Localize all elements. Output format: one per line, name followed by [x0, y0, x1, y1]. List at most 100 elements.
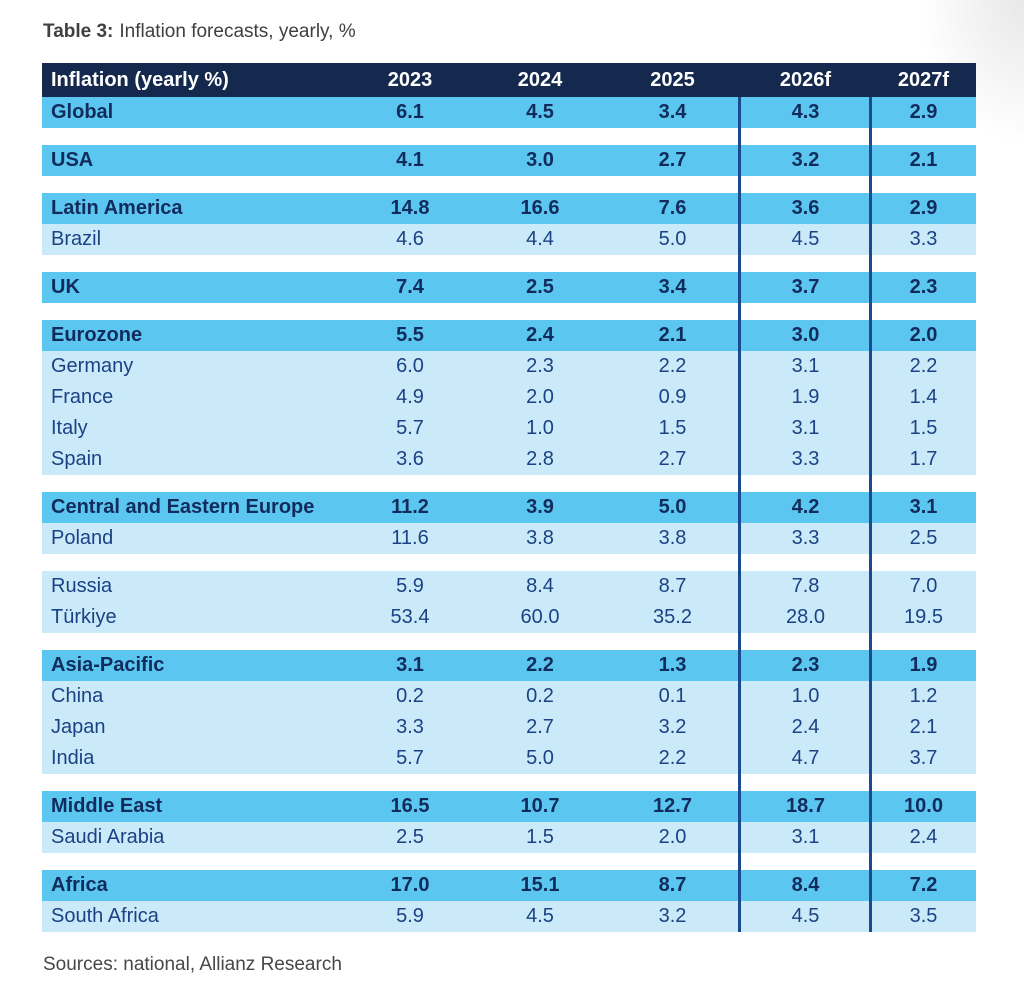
value-cell: 0.1 — [658, 685, 687, 707]
value-cell: 7.6 — [658, 197, 687, 219]
value-cell: 1.9 — [909, 654, 938, 676]
row-group-usa: USA 4.1 3.0 2.7 3.2 2.1 — [42, 145, 976, 176]
header-cell-2027f: 2027f — [897, 68, 950, 91]
header-cell-2024: 2024 — [517, 68, 563, 91]
value-cell: 0.2 — [526, 685, 554, 707]
table-row: Eurozone 5.5 2.4 2.1 3.0 2.0 — [42, 320, 976, 351]
value-cell: 17.0 — [390, 874, 430, 896]
value-cell: 28.0 — [786, 606, 825, 628]
value-cell: 2.9 — [909, 197, 938, 219]
value-cell: 1.5 — [526, 826, 554, 848]
row-label: Italy — [51, 417, 88, 439]
value-cell: 5.7 — [396, 417, 424, 439]
row-label: Africa — [51, 874, 108, 896]
forecast-divider-line — [738, 97, 741, 932]
value-cell: 1.0 — [791, 685, 820, 707]
value-cell: 4.3 — [791, 101, 820, 123]
value-cell: 4.5 — [791, 228, 820, 250]
value-cell: 5.7 — [396, 747, 424, 769]
value-cell: 10.7 — [520, 795, 560, 817]
value-cell: 1.9 — [791, 386, 820, 408]
row-label: Brazil — [51, 228, 102, 250]
value-cell: 3.9 — [526, 496, 554, 518]
value-cell: 1.0 — [526, 417, 554, 439]
value-cell: 2.7 — [658, 149, 687, 171]
row-group-uk: UK 7.4 2.5 3.4 3.7 2.3 — [42, 272, 976, 303]
row-group-eurozone: Eurozone 5.5 2.4 2.1 3.0 2.0 Germany 6.0… — [42, 320, 976, 475]
row-group-asia-pacific: Asia-Pacific 3.1 2.2 1.3 2.3 1.9 China 0… — [42, 650, 976, 774]
value-cell: 8.7 — [658, 874, 687, 896]
value-cell: 3.1 — [791, 355, 820, 377]
row-label: Saudi Arabia — [51, 826, 165, 848]
value-cell: 4.7 — [791, 747, 820, 769]
value-cell: 2.4 — [526, 324, 554, 346]
value-cell: 5.5 — [396, 324, 424, 346]
value-cell: 4.9 — [396, 386, 424, 408]
value-cell: 5.0 — [658, 228, 687, 250]
value-cell: 3.8 — [526, 527, 554, 549]
table-row: Japan 3.3 2.7 3.2 2.4 2.1 — [42, 712, 976, 743]
row-label: France — [51, 386, 114, 408]
value-cell: 4.5 — [791, 905, 820, 927]
value-cell: 3.6 — [791, 197, 820, 219]
table-row: Poland 11.6 3.8 3.8 3.3 2.5 — [42, 523, 976, 554]
value-cell: 7.2 — [909, 874, 938, 896]
header-cell-2025: 2025 — [650, 68, 695, 91]
value-cell: 1.3 — [658, 654, 687, 676]
table-row: USA 4.1 3.0 2.7 3.2 2.1 — [42, 145, 976, 176]
value-cell: 5.9 — [396, 575, 424, 597]
value-cell: 2.2 — [909, 355, 938, 377]
value-cell: 4.5 — [526, 905, 554, 927]
value-cell: 3.3 — [396, 716, 424, 738]
value-cell: 7.0 — [909, 575, 938, 597]
value-cell: 0.9 — [658, 386, 687, 408]
value-cell: 2.5 — [396, 826, 424, 848]
table-number-label: Table 3: — [43, 21, 114, 42]
value-cell: 2.8 — [526, 448, 554, 470]
value-cell: 7.8 — [791, 575, 820, 597]
value-cell: 3.3 — [909, 228, 938, 250]
value-cell: 3.7 — [909, 747, 938, 769]
value-cell: 3.2 — [658, 905, 687, 927]
value-cell: 1.4 — [909, 386, 938, 408]
value-cell: 2.1 — [658, 324, 687, 346]
value-cell: 2.3 — [909, 276, 938, 298]
value-cell: 5.9 — [396, 905, 424, 927]
value-cell: 8.4 — [791, 874, 820, 896]
inflation-table: Inflation (yearly %) 2023 2024 2025 2026… — [42, 63, 976, 932]
row-label: Spain — [51, 448, 103, 470]
value-cell: 53.4 — [390, 606, 430, 628]
value-cell: 11.2 — [391, 496, 429, 518]
value-cell: 2.4 — [909, 826, 938, 848]
row-label: Global — [51, 101, 114, 123]
value-cell: 3.1 — [909, 496, 938, 518]
sources-note: Sources: national, Allianz Research — [43, 954, 342, 975]
value-cell: 6.0 — [396, 355, 424, 377]
row-label: Germany — [51, 355, 134, 377]
value-cell: 5.0 — [526, 747, 554, 769]
row-label: Asia-Pacific — [51, 654, 165, 676]
value-cell: 35.2 — [653, 606, 692, 628]
row-group-cee: Central and Eastern Europe 11.2 3.9 5.0 … — [42, 492, 976, 554]
value-cell: 12.7 — [653, 795, 692, 817]
table-row: France 4.9 2.0 0.9 1.9 1.4 — [42, 382, 976, 413]
value-cell: 2.0 — [526, 386, 554, 408]
table-row: China 0.2 0.2 0.1 1.0 1.2 — [42, 681, 976, 712]
value-cell: 4.5 — [526, 101, 554, 123]
value-cell: 4.6 — [396, 228, 424, 250]
table-row: Saudi Arabia 2.5 1.5 2.0 3.1 2.4 — [42, 822, 976, 853]
table-row: UK 7.4 2.5 3.4 3.7 2.3 — [42, 272, 976, 303]
table-row: Türkiye 53.4 60.0 35.2 28.0 19.5 — [42, 602, 976, 633]
value-cell: 0.2 — [396, 685, 424, 707]
table-row: Latin America 14.8 16.6 7.6 3.6 2.9 — [42, 193, 976, 224]
value-cell: 2.7 — [658, 448, 687, 470]
table-row: Brazil 4.6 4.4 5.0 4.5 3.3 — [42, 224, 976, 255]
value-cell: 3.7 — [791, 276, 820, 298]
value-cell: 3.3 — [791, 448, 820, 470]
row-label: USA — [51, 149, 94, 171]
value-cell: 3.0 — [526, 149, 554, 171]
row-label: Middle East — [51, 795, 163, 817]
value-cell: 5.0 — [658, 496, 687, 518]
value-cell: 2.0 — [909, 324, 938, 346]
